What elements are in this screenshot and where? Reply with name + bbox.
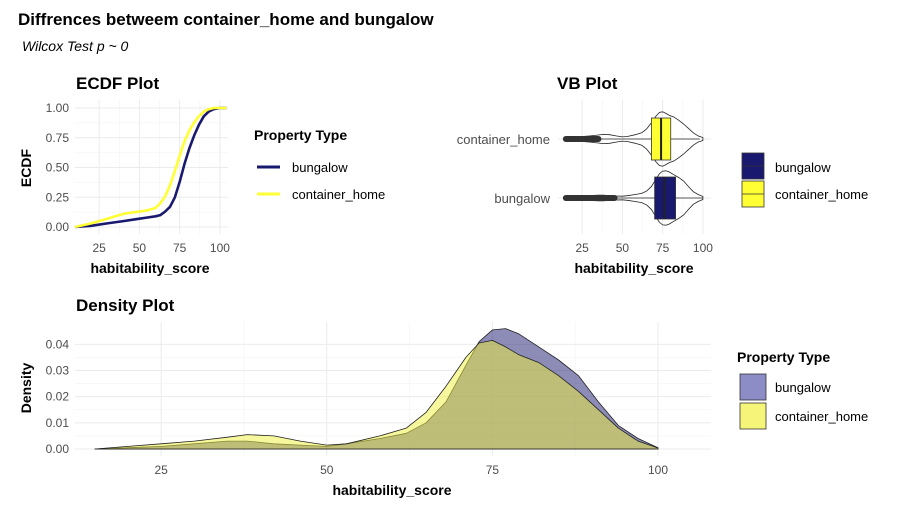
density-x-tick-label: 50 (320, 463, 334, 477)
vb-grid (558, 100, 711, 234)
vb-x-axis-label: habitability_score (574, 260, 693, 276)
ecdf-x-tick-label: 100 (210, 241, 230, 255)
density-legend-label-bungalow: bungalow (775, 380, 831, 395)
vb-outliers-bungalow (562, 195, 618, 201)
density-y-tick-label: 0.02 (46, 390, 70, 404)
ecdf-line-container-home (74, 106, 227, 229)
density-x-tick-label: 75 (486, 463, 500, 477)
vb-category-bungalow: bungalow (494, 191, 550, 206)
density-legend-title: Property Type (737, 349, 830, 365)
ecdf-x-axis-label: habitability_score (90, 260, 209, 276)
ecdf-x-tick-label: 75 (173, 241, 187, 255)
vb-panel: VB Plot container_home bungalow 25 50 75 10… (457, 74, 714, 276)
vb-category-container-home: container_home (457, 132, 550, 147)
vb-violin-bungalow (565, 170, 704, 226)
density-y-tick-label: 0.01 (46, 416, 70, 430)
vb-legend: bungalow container_home (741, 152, 868, 208)
vb-x-tick-label: 75 (656, 241, 670, 255)
ecdf-y-axis-label: ECDF (18, 149, 34, 188)
ecdf-legend-label-container-home: container_home (292, 187, 385, 202)
density-panel: Density Plot 0.00 0.01 0.02 0.03 0.04 25 50 75… (18, 296, 711, 498)
density-y-ticks: 0.00 0.01 0.02 0.03 0.04 (46, 337, 70, 456)
density-legend: Property Type bungalow container_home (737, 349, 868, 430)
ecdf-lines (74, 106, 227, 229)
vb-legend-key-bungalow (741, 152, 765, 180)
vb-x-tick-label: 100 (693, 241, 713, 255)
ecdf-grid (75, 100, 228, 234)
ecdf-y-tick-label: 0.25 (46, 190, 70, 204)
density-x-tick-label: 25 (154, 463, 168, 477)
density-title: Density Plot (76, 296, 175, 315)
density-y-axis-label: Density (18, 363, 34, 414)
ecdf-x-ticks: 25 50 75 100 (92, 241, 230, 255)
ecdf-legend-label-bungalow: bungalow (292, 160, 348, 175)
vb-violin-container-home (565, 111, 704, 167)
ecdf-legend-title: Property Type (254, 127, 347, 143)
vb-x-tick-label: 25 (575, 241, 589, 255)
vb-legend-label-container-home: container_home (775, 187, 868, 202)
density-x-ticks: 25 50 75 100 (154, 463, 668, 477)
ecdf-panel: ECDF Plot 0.00 0.25 0.50 0.75 1.00 25 50 75 100… (18, 74, 230, 276)
density-legend-key-container-home (739, 402, 767, 430)
figure-title: Diffrences betweem container_home and bu… (18, 10, 434, 29)
vb-x-tick-label: 50 (616, 241, 630, 255)
density-legend-key-bungalow (739, 373, 767, 401)
density-y-tick-label: 0.00 (46, 442, 70, 456)
ecdf-y-tick-label: 0.50 (46, 161, 70, 175)
vb-outliers-container-home (562, 136, 602, 142)
density-area-container-home (94, 340, 659, 450)
ecdf-line-bungalow (74, 106, 227, 229)
density-y-tick-label: 0.04 (46, 337, 70, 351)
ecdf-y-ticks: 0.00 0.25 0.50 0.75 1.00 (46, 101, 70, 234)
vb-legend-label-bungalow: bungalow (775, 160, 831, 175)
ecdf-y-tick-label: 1.00 (46, 101, 70, 115)
vb-title: VB Plot (557, 74, 618, 93)
density-x-axis-label: habitability_score (332, 482, 451, 498)
vb-marks (562, 111, 704, 226)
vb-x-ticks: 25 50 75 100 (575, 241, 713, 255)
density-areas (94, 328, 659, 450)
ecdf-legend: Property Type bungalow container_home (254, 127, 385, 202)
ecdf-y-tick-label: 0.00 (46, 220, 70, 234)
ecdf-y-tick-label: 0.75 (46, 131, 70, 145)
density-y-tick-label: 0.03 (46, 363, 70, 377)
ecdf-x-tick-label: 50 (133, 241, 147, 255)
vb-legend-key-container-home (741, 180, 765, 208)
figure-subtitle: Wilcox Test p ~ 0 (22, 38, 129, 54)
density-x-tick-label: 100 (648, 463, 668, 477)
density-legend-label-container-home: container_home (775, 409, 868, 424)
ecdf-title: ECDF Plot (76, 74, 159, 93)
ecdf-x-tick-label: 25 (92, 241, 106, 255)
